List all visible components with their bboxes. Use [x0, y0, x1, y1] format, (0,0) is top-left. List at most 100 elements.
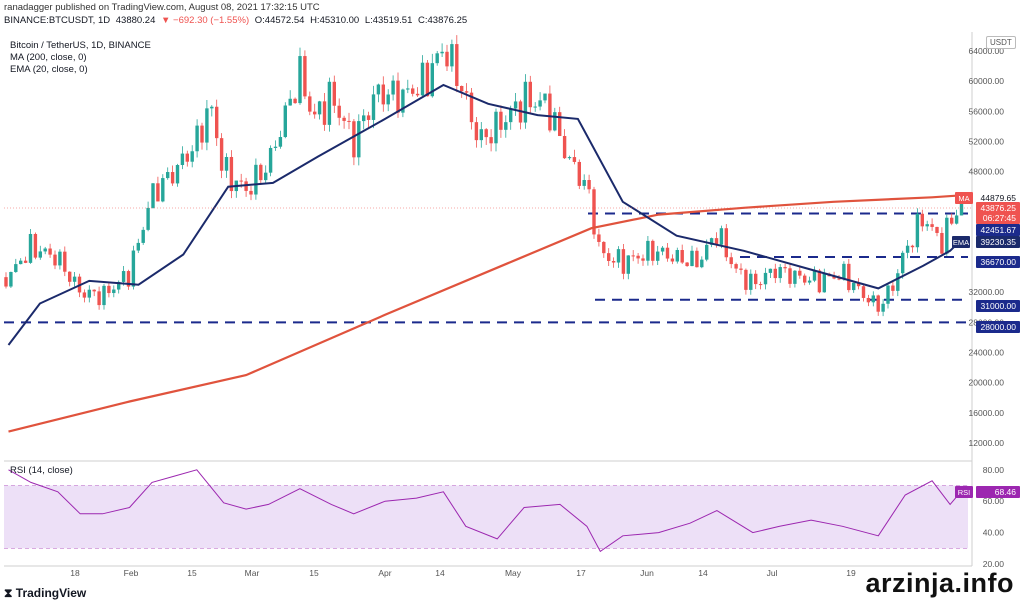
candle-body	[896, 273, 900, 291]
candle-body	[455, 44, 459, 86]
candle-body	[719, 228, 724, 245]
last-price-label-bg	[976, 202, 1020, 214]
candle-body	[131, 250, 136, 287]
currency-button[interactable]: USDT	[986, 36, 1016, 49]
candle-body	[117, 281, 121, 290]
rsi-axis-labels: 20.00 40.00 60.00 80.00	[983, 465, 1005, 569]
time-tick-label: 19	[846, 568, 856, 578]
candle-body	[362, 115, 366, 122]
candle-body	[832, 276, 836, 279]
time-tick-label: 14	[698, 568, 708, 578]
candle-body	[577, 161, 581, 186]
candle-body	[371, 94, 376, 120]
candle-body	[464, 91, 469, 93]
candle-body	[396, 80, 400, 113]
candle-body	[190, 151, 194, 162]
candle-body	[788, 268, 792, 284]
candle-body	[915, 213, 920, 248]
candle-body	[14, 264, 18, 272]
candle-body	[4, 277, 8, 287]
time-tick-label: 14	[435, 568, 445, 578]
candle-body	[954, 215, 959, 224]
candle-body	[572, 157, 577, 162]
candle-body	[602, 241, 606, 254]
ma-price-label-bg	[976, 192, 1020, 204]
candle-body	[739, 268, 743, 270]
time-tick-label: 15	[187, 568, 197, 578]
level-label-bg	[976, 224, 1020, 236]
candle-body	[53, 254, 57, 266]
close-value: C:43876.25	[418, 15, 468, 26]
candle-body	[641, 258, 645, 261]
tradingview-logo: ⧗ TradingView	[4, 586, 86, 601]
candle-body	[548, 93, 552, 131]
candle-body	[910, 245, 915, 248]
level-label: 31000.00	[981, 301, 1017, 311]
candle-body	[82, 292, 87, 298]
candle-body	[538, 100, 542, 107]
ma-price-label: 44879.65	[981, 193, 1017, 203]
candle-body	[758, 284, 763, 286]
candle-body	[219, 138, 224, 171]
candle-body	[469, 92, 474, 123]
low-value: L:43519.51	[364, 15, 413, 26]
candle-body	[660, 247, 665, 252]
candle-body	[68, 271, 72, 282]
last-price: 43880.24	[115, 15, 156, 26]
candle-body	[866, 297, 871, 303]
candle-body	[685, 262, 689, 267]
price-tick-label: 24000.00	[969, 348, 1005, 358]
candle-body	[210, 106, 214, 109]
rsi-tick-label: 40.00	[983, 528, 1005, 538]
candle-body	[749, 273, 753, 290]
candle-body	[327, 81, 332, 125]
candle-body	[768, 268, 773, 273]
candle-body	[386, 94, 390, 105]
candle-body	[175, 165, 180, 184]
price-tick-label: 48000.00	[969, 167, 1005, 177]
candle-body	[332, 81, 336, 106]
candle-body	[317, 101, 322, 115]
candle-body	[381, 84, 385, 105]
candle-body	[680, 250, 684, 263]
legend-ma[interactable]: MA (200, close, 0)	[10, 52, 87, 63]
rsi-value-label: 68.46	[995, 487, 1017, 497]
candle-body	[239, 180, 243, 182]
level-label-bg	[976, 300, 1020, 312]
rsi-badge-bg	[955, 486, 973, 498]
candle-body	[744, 269, 748, 290]
legend-ema[interactable]: EMA (20, close, 0)	[10, 64, 88, 75]
watermark: arzinja.info	[861, 568, 1018, 599]
candle-body	[352, 121, 356, 158]
candle-body	[773, 268, 777, 279]
candle-body	[38, 251, 42, 258]
candle-body	[842, 263, 846, 279]
level-label: 42451.67	[981, 225, 1017, 235]
symbol-quote-line: BINANCE:BTCUSDT, 1D 43880.24 ▼ −692.30 (…	[4, 15, 470, 26]
price-tick-label: 12000.00	[969, 438, 1005, 448]
candle-body	[533, 106, 537, 108]
candle-body	[28, 233, 33, 263]
price-tick-label: 20000.00	[969, 378, 1005, 388]
candle-body	[107, 285, 111, 294]
candle-body	[298, 56, 302, 104]
open-value: O:44572.54	[254, 15, 305, 26]
candle-body	[376, 84, 381, 95]
candle-body	[665, 247, 670, 259]
candle-body	[121, 271, 126, 282]
candle-body	[97, 291, 101, 306]
candle-body	[391, 80, 395, 95]
price-tick-label: 52000.00	[969, 137, 1005, 147]
candle-body	[72, 276, 77, 282]
legend-rsi[interactable]: RSI (14, close)	[10, 465, 73, 476]
candle-body	[724, 228, 728, 258]
candle-body	[87, 289, 91, 298]
candle-body	[9, 271, 13, 287]
candle-body	[651, 240, 655, 261]
candle-body	[822, 273, 826, 293]
candle-body	[445, 51, 449, 67]
candle-body	[411, 88, 415, 94]
ma-badge: MA	[958, 194, 969, 203]
candle-body	[293, 98, 297, 104]
